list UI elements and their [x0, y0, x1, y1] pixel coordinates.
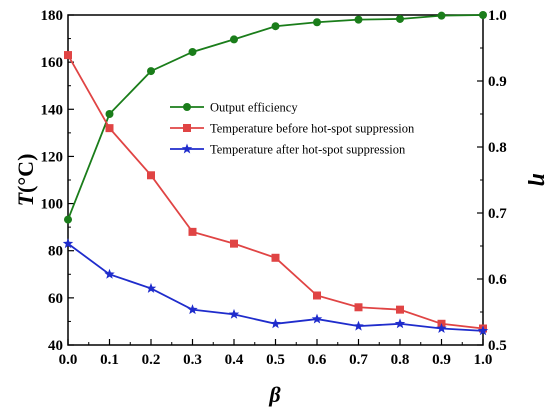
series-line — [67, 14, 484, 220]
plot-frame — [67, 14, 484, 346]
data-point — [105, 110, 114, 118]
data-point — [477, 325, 489, 336]
data-point — [437, 11, 446, 20]
x-tick-label: 0.1 — [100, 352, 119, 368]
series-layer — [62, 11, 489, 336]
x-tick-label: 0.2 — [142, 352, 161, 368]
data-point — [188, 227, 197, 236]
data-point — [396, 14, 404, 23]
left-y-tick-label: 80 — [48, 244, 63, 260]
left-y-axis-title: T(°C) — [13, 154, 38, 207]
data-point — [62, 238, 74, 249]
data-point — [147, 67, 155, 76]
legend-swatch-marker — [183, 124, 191, 132]
data-point — [64, 51, 72, 60]
right-y-tick-label: 0.9 — [488, 74, 507, 90]
data-point — [270, 318, 281, 329]
data-point — [354, 15, 363, 24]
data-point — [271, 253, 280, 262]
data-point — [354, 303, 363, 312]
legend: Output efficiency Temperature before hot-… — [170, 101, 415, 157]
data-point — [230, 239, 238, 248]
x-tick-label: 0.8 — [391, 352, 410, 368]
legend-label: Temperature before hot-spot suppression — [210, 122, 415, 136]
legend-label: Output efficiency — [210, 101, 298, 115]
right-y-tick-label: 0.5 — [488, 338, 507, 354]
legend-swatch-marker — [183, 103, 191, 111]
left-y-axis-ticks: 40 60 80 100 120 140 160 180 — [41, 8, 74, 354]
left-y-tick-label: 100 — [41, 197, 64, 213]
left-y-axis-title-unit: (°C) — [13, 154, 38, 193]
series-line — [67, 54, 484, 330]
data-point — [147, 171, 155, 180]
data-point — [187, 304, 198, 315]
right-y-tick-label: 0.8 — [488, 140, 507, 156]
x-tick-label: 0.5 — [266, 352, 285, 368]
legend-item: Temperature before hot-spot suppression — [170, 122, 415, 136]
data-point — [228, 308, 240, 319]
legend-item: Output efficiency — [170, 101, 298, 115]
data-point — [313, 18, 321, 27]
data-point — [145, 282, 157, 293]
data-point — [271, 22, 280, 31]
data-point — [396, 305, 404, 314]
left-y-tick-label: 120 — [41, 149, 64, 165]
x-tick-label: 0.4 — [225, 352, 244, 368]
series-1 — [64, 11, 487, 224]
data-point — [188, 47, 197, 56]
data-point — [311, 313, 323, 324]
left-y-axis-title-symbol: T — [13, 191, 38, 206]
x-tick-label: 0.0 — [59, 352, 78, 368]
data-point — [479, 11, 487, 19]
x-tick-label: 0.3 — [183, 352, 202, 368]
legend-label: Temperature after hot-spot suppression — [210, 143, 406, 157]
left-y-tick-label: 140 — [41, 102, 64, 118]
data-point — [64, 215, 72, 224]
data-point — [105, 124, 114, 133]
right-y-tick-label: 1.0 — [488, 8, 507, 24]
series-2 — [64, 51, 487, 333]
left-y-tick-label: 180 — [41, 8, 64, 24]
data-point — [313, 291, 321, 300]
right-y-axis-title: η — [527, 173, 550, 186]
x-axis-ticks: 0.0 0.1 0.2 0.3 0.4 0.5 0.6 0.7 0.8 0.9 1.0 — [59, 339, 493, 368]
x-tick-label: 0.9 — [432, 352, 451, 368]
left-y-tick-label: 60 — [48, 291, 63, 307]
left-y-tick-label: 160 — [41, 55, 64, 71]
right-y-axis-ticks: 0.5 0.6 0.7 0.8 0.9 1.0 — [477, 8, 507, 354]
x-tick-label: 1.0 — [474, 352, 493, 368]
data-point — [353, 320, 364, 331]
left-y-tick-label: 40 — [48, 338, 63, 354]
data-point — [436, 323, 447, 333]
x-tick-label: 0.6 — [308, 352, 327, 368]
right-y-tick-label: 0.6 — [488, 272, 507, 288]
x-tick-label: 0.7 — [349, 352, 368, 368]
x-axis-title: β — [268, 382, 281, 407]
series-3 — [62, 238, 489, 336]
data-point — [230, 35, 238, 44]
data-point — [104, 268, 115, 279]
legend-item: Temperature after hot-spot suppression — [170, 143, 406, 157]
legend-swatch-marker — [181, 143, 193, 154]
right-y-tick-label: 0.7 — [488, 206, 507, 222]
data-point — [394, 318, 406, 329]
